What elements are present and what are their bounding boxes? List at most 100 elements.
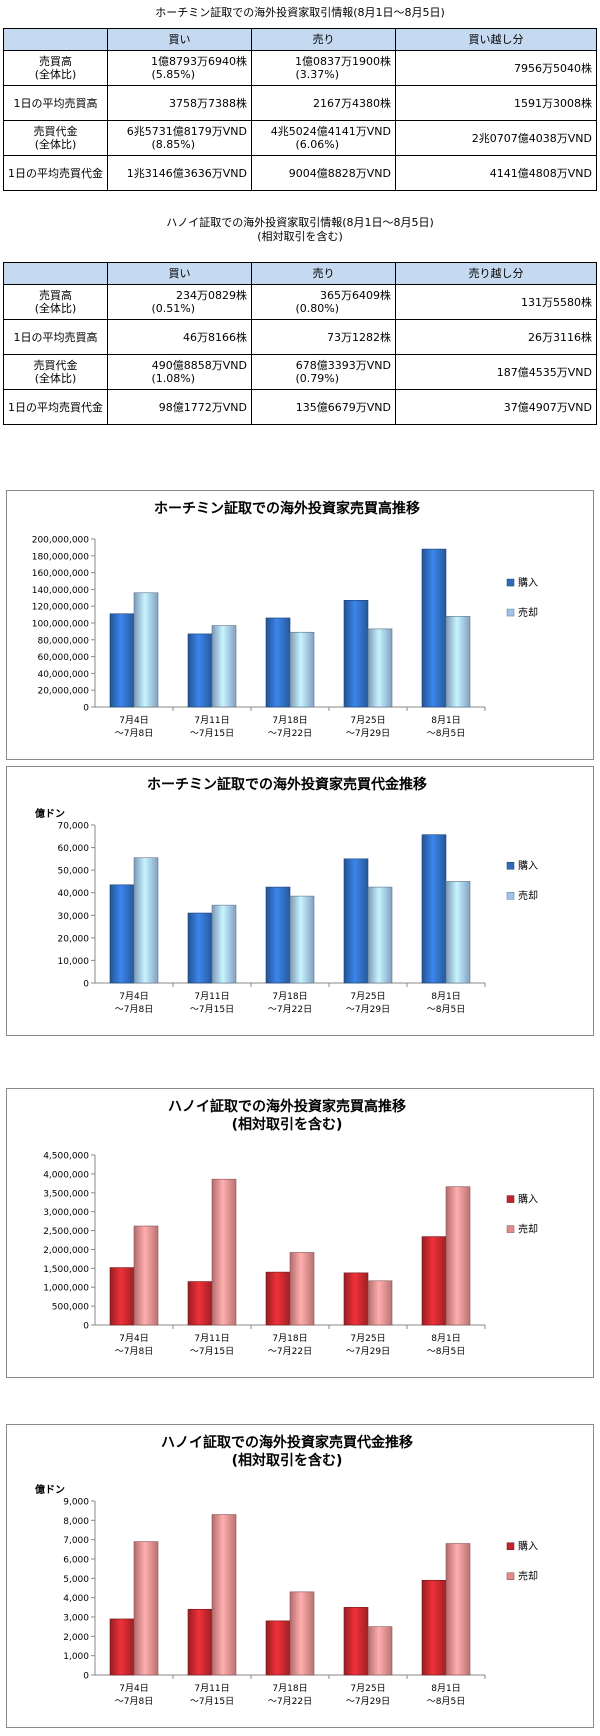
cell-value: 26万3116株	[528, 330, 592, 344]
unit-label: 億ドン	[35, 1483, 65, 1496]
hcm-value-chart: ホーチミン証取での海外投資家売買代金推移 億ドン 0 10,000 20,000 30,0…	[6, 766, 594, 1036]
table-cell: 678億3393万VND (0.79%)	[251, 354, 396, 390]
table-cell: 3758万7388株	[107, 85, 252, 121]
bar-sell	[367, 1280, 393, 1326]
table-cell: 2兆0707億4038万VND	[395, 120, 597, 156]
table-cell: 7956万5040株	[395, 50, 597, 86]
table-row: 1日の平均売買代金 1兆3146億3636万VND 9004億8828万VND 414…	[3, 155, 597, 191]
bar-buy	[421, 834, 447, 984]
row-label-line: 売買代金	[33, 125, 78, 138]
hanoi-volume-chart-svg: ハノイ証取での海外投資家売買高推移(相対取引を含む) 0 500,000 1,000,…	[43, 1098, 538, 1357]
y-tick-label: 140,000,000	[32, 586, 90, 596]
bar-sell	[133, 1225, 159, 1326]
cell-value: 234万0829株	[176, 289, 247, 302]
x-tick-label: 〜7月8日	[115, 1004, 153, 1015]
y-tick-label: 40,000	[58, 889, 90, 899]
legend-swatch	[506, 1225, 515, 1233]
bar-buy	[265, 1620, 291, 1676]
bar-buy	[109, 884, 135, 984]
hcm-trading-table: 買い 売り 買い越し分 売買高 (全体比) 1億8793万6940株 (5.85%) 1億0…	[3, 28, 597, 191]
row-label-line: 1日の平均売買高	[13, 330, 98, 344]
x-tick-label: 〜7月29日	[346, 728, 390, 739]
bar-buy	[421, 548, 447, 708]
hanoi-value-chart-svg: ハノイ証取での海外投資家売買代金推移(相対取引を含む) 億ドン 0 1,000 2,00…	[35, 1434, 538, 1707]
x-tick-label: 〜7月15日	[190, 728, 234, 739]
y-tick-label: 180,000,000	[32, 552, 90, 562]
bar-buy	[265, 617, 291, 708]
legend-label: 購入	[518, 576, 538, 589]
y-tick-label: 4,000	[63, 1594, 89, 1604]
y-tick-label: 30,000	[58, 912, 90, 922]
legend-label: 売却	[518, 889, 538, 902]
row-label: 1日の平均売買高	[3, 319, 108, 355]
y-tick-label: 0	[83, 1322, 89, 1332]
cell-value: 365万6409株	[320, 289, 391, 302]
row-label: 1日の平均売買代金	[3, 389, 108, 425]
bar-sell	[211, 625, 237, 708]
hanoi-trading-table: 買い 売り 売り越し分 売買高 (全体比) 234万0829株 (0.51%) 365万64…	[3, 262, 597, 425]
x-tick-label: 7月18日	[272, 1683, 307, 1694]
bar-buy	[265, 1271, 291, 1326]
row-label: 売買代金 (全体比)	[3, 120, 108, 156]
table-header-row: 買い 売り 買い越し分	[3, 28, 597, 51]
row-label-line: 1日の平均売買代金	[8, 400, 103, 414]
row-label-line: 売買高	[39, 289, 72, 302]
row-label-line: (全体比)	[34, 302, 77, 315]
y-tick-label: 500,000	[52, 1303, 89, 1313]
x-tick-label: 7月11日	[194, 991, 229, 1002]
cell-share: (6.06%)	[295, 138, 339, 151]
table-cell: 1591万3008株	[395, 85, 597, 121]
bar-buy	[187, 633, 213, 708]
bar-buy	[421, 1579, 447, 1676]
hanoi-volume-chart: ハノイ証取での海外投資家売買高推移 (相対取引を含む) 0 500,000 1,000,…	[6, 1088, 594, 1378]
x-tick-label: 〜7月29日	[346, 1004, 390, 1015]
table-cell: 4141億4808万VND	[395, 155, 597, 191]
table-row: 1日の平均売買代金 98億1772万VND 135億6679万VND 37億4907万…	[3, 389, 597, 425]
hcm-volume-chart: ホーチミン証取での海外投資家売買高推移 0 20,000,000 40,000,000…	[6, 490, 594, 760]
bar-sell	[133, 1541, 159, 1676]
cell-value: 7956万5040株	[514, 61, 592, 75]
x-tick-label: 7月18日	[272, 715, 307, 726]
table-cell: 365万6409株 (0.80%)	[251, 284, 396, 320]
legend-label: 購入	[518, 1540, 538, 1553]
x-tick-label: 〜7月15日	[190, 1004, 234, 1015]
cell-share: (0.51%)	[151, 302, 195, 315]
y-tick-label: 3,000	[63, 1614, 89, 1624]
row-label: 1日の平均売買高	[3, 85, 108, 121]
row-label-line: (全体比)	[34, 138, 77, 151]
y-tick-label: 4,500,000	[43, 1152, 89, 1162]
bar-sell	[289, 1252, 315, 1326]
table-cell: 98億1772万VND	[107, 389, 252, 425]
table-cell: 234万0829株 (0.51%)	[107, 284, 252, 320]
cell-value: 98億1772万VND	[158, 400, 247, 414]
x-tick-label: 〜7月22日	[268, 1346, 312, 1357]
bar-sell	[289, 631, 315, 708]
y-tick-label: 1,000	[63, 1652, 89, 1662]
cell-share: (0.80%)	[295, 302, 339, 315]
x-tick-label: 7月18日	[272, 1333, 307, 1344]
table-cell: 9004億8828万VND	[251, 155, 396, 191]
legend-swatch	[506, 1572, 515, 1580]
legend-label: 売却	[518, 1223, 538, 1236]
row-label-line: (全体比)	[34, 68, 77, 81]
hanoi-value-chart: ハノイ証取での海外投資家売買代金推移 (相対取引を含む) 億ドン 0 1,000 2,00…	[6, 1424, 594, 1728]
x-tick-label: 7月18日	[272, 991, 307, 1002]
y-tick-label: 60,000,000	[37, 653, 89, 663]
bar-sell	[445, 881, 471, 984]
legend-swatch	[506, 861, 515, 870]
chart-title-line: ハノイ証取での海外投資家売買高推移	[168, 1098, 406, 1115]
bar-buy	[187, 1608, 213, 1676]
y-tick-label: 60,000	[58, 844, 90, 854]
table-cell: 1億8793万6940株 (5.85%)	[107, 50, 252, 86]
x-tick-label: 〜7月15日	[190, 1696, 234, 1707]
y-tick-label: 8,000	[63, 1517, 89, 1527]
cell-value: 490億8858万VND	[151, 359, 247, 372]
cell-share: (1.08%)	[151, 372, 195, 385]
bar-buy	[343, 1272, 369, 1326]
row-label: 1日の平均売買代金	[3, 155, 108, 191]
y-tick-label: 0	[83, 1672, 89, 1682]
legend-swatch	[506, 608, 515, 617]
legend-label: 売却	[518, 1570, 538, 1583]
bar-sell	[367, 886, 393, 984]
table-cell: 187億4535万VND	[395, 354, 597, 390]
